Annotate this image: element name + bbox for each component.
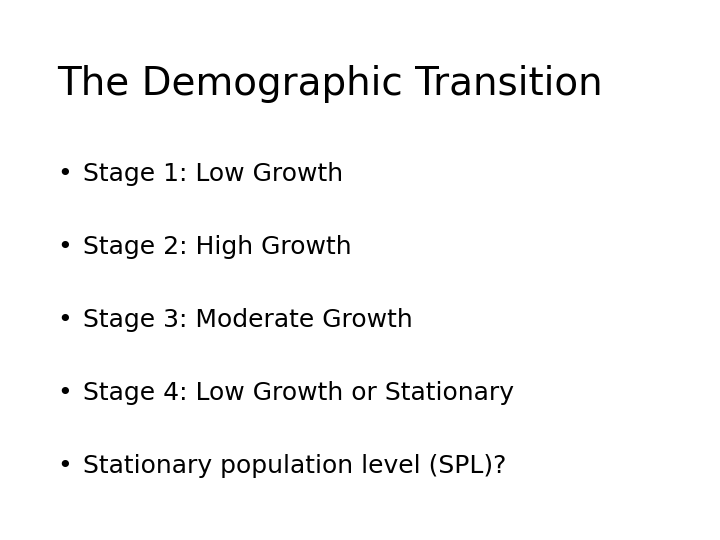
Text: •: •: [58, 235, 72, 259]
Text: Stationary population level (SPL)?: Stationary population level (SPL)?: [83, 454, 506, 477]
Text: •: •: [58, 381, 72, 404]
Text: •: •: [58, 454, 72, 477]
Text: Stage 2: High Growth: Stage 2: High Growth: [83, 235, 351, 259]
Text: Stage 3: Moderate Growth: Stage 3: Moderate Growth: [83, 308, 413, 332]
Text: •: •: [58, 162, 72, 186]
Text: Stage 1: Low Growth: Stage 1: Low Growth: [83, 162, 343, 186]
Text: •: •: [58, 308, 72, 332]
Text: Stage 4: Low Growth or Stationary: Stage 4: Low Growth or Stationary: [83, 381, 514, 404]
Text: The Demographic Transition: The Demographic Transition: [58, 65, 603, 103]
